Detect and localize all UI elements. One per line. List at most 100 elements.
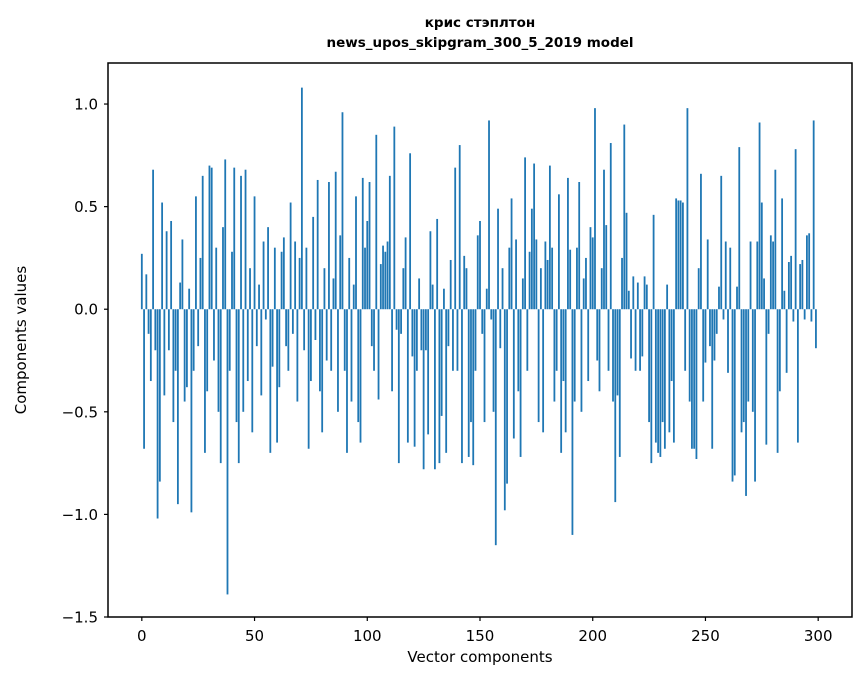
bar-component — [307, 309, 310, 449]
bar-component — [781, 198, 784, 310]
bar-component — [208, 165, 211, 310]
bar-component — [472, 309, 475, 466]
bar-component — [560, 309, 563, 453]
bar-component — [530, 208, 533, 310]
bar-component — [176, 309, 179, 505]
bar-component — [375, 134, 378, 310]
bar-component — [224, 159, 227, 310]
bar-component — [506, 309, 508, 484]
bar-component — [328, 182, 330, 310]
bar-component — [765, 309, 768, 445]
bar-component — [553, 309, 556, 402]
bar-component — [217, 309, 220, 412]
bar-component — [271, 309, 274, 367]
bar-component — [754, 309, 756, 482]
bar-component — [231, 251, 233, 310]
bar-component — [219, 309, 222, 464]
x-tick-label: 300 — [804, 627, 833, 645]
bar-component — [174, 309, 177, 371]
bar-component — [287, 309, 290, 371]
bar-component — [361, 177, 364, 310]
bar-component — [555, 309, 558, 371]
bar-component — [576, 247, 578, 310]
bar-component — [551, 247, 554, 310]
bar-component — [670, 309, 673, 382]
bar-component — [303, 309, 306, 351]
bar-component — [790, 255, 793, 310]
bar-component — [273, 247, 276, 310]
bar-component — [718, 286, 720, 310]
bar-component — [535, 239, 538, 310]
bar-component — [454, 167, 457, 310]
bar-component — [179, 282, 182, 310]
bar-component — [373, 309, 375, 371]
bar-component — [544, 241, 547, 310]
y-tick-label: −1.0 — [62, 506, 98, 524]
bar-component — [679, 200, 682, 310]
bar-component — [400, 309, 402, 334]
bar-component — [700, 173, 702, 310]
bar-component — [285, 309, 288, 347]
bar-component — [677, 200, 680, 310]
bar-component — [282, 237, 285, 310]
bar-component — [161, 202, 164, 310]
bar-component — [319, 309, 321, 392]
bar-component — [440, 309, 443, 416]
bar-component — [355, 196, 357, 310]
bar-component — [492, 309, 495, 412]
bar-component — [210, 167, 213, 310]
bar-component — [607, 309, 610, 371]
bar-component — [294, 241, 297, 310]
bar-component — [715, 309, 718, 334]
bar-component — [204, 309, 206, 453]
bar-component — [278, 309, 281, 388]
bar-component — [343, 309, 346, 371]
bar-component — [729, 247, 732, 310]
bar-component — [445, 309, 448, 453]
bar-component — [280, 251, 283, 310]
bar-component — [192, 309, 195, 371]
bar-component — [571, 309, 574, 535]
bar-component — [337, 309, 339, 412]
bar-component — [143, 309, 145, 449]
bar-component — [499, 309, 502, 349]
bar-component — [228, 309, 231, 371]
bar-component — [233, 167, 236, 310]
x-tick-label: 200 — [578, 627, 607, 645]
bar-component — [706, 239, 709, 310]
bar-component — [449, 259, 452, 310]
bar-component — [325, 309, 328, 361]
bar-component — [494, 309, 497, 546]
bar-component — [609, 143, 612, 310]
bar-component — [321, 309, 324, 433]
chart-title-line2: news_upos_skipgram_300_5_2019 model — [326, 35, 633, 51]
bar-component — [643, 276, 646, 310]
bar-component — [783, 290, 786, 310]
bar-component — [661, 309, 664, 423]
bar-component — [235, 309, 238, 423]
bar-component — [341, 112, 344, 310]
bar-component — [684, 309, 687, 371]
bar-component — [226, 309, 229, 595]
bar-component — [558, 194, 560, 310]
bar-component — [156, 309, 159, 519]
bar-component — [195, 196, 197, 310]
bar-component — [614, 309, 617, 503]
bar-component — [310, 309, 312, 382]
bar-component — [641, 309, 644, 357]
bar-component — [215, 247, 218, 310]
bar-component — [330, 309, 333, 371]
bar-component — [409, 153, 412, 310]
bar-component — [298, 257, 301, 310]
bar-component — [368, 182, 371, 310]
bar-component — [758, 122, 761, 310]
bar-component — [382, 245, 384, 310]
y-tick-label: −1.5 — [62, 609, 98, 627]
bar-component — [648, 309, 650, 423]
bar-component — [222, 227, 224, 310]
bar-component — [418, 278, 421, 310]
bar-component — [197, 309, 200, 347]
bar-component — [812, 120, 815, 310]
bar-component — [627, 290, 630, 310]
bar-component — [199, 257, 202, 310]
